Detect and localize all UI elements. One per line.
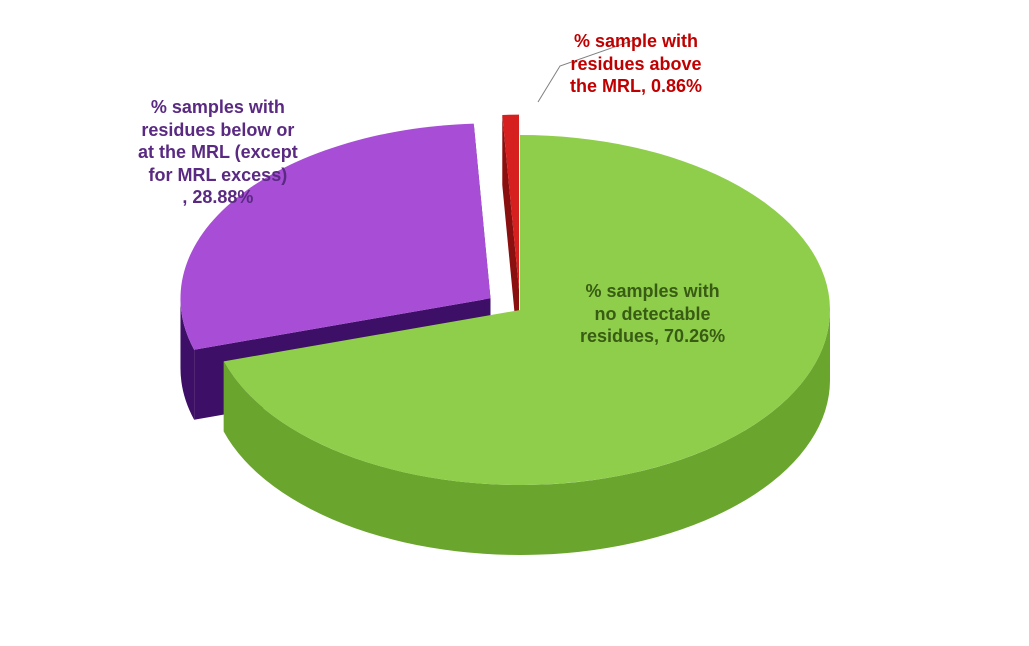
label-below-or-at-mrl: % samples with residues below or at the … <box>138 96 298 209</box>
label-above-mrl: % sample with residues above the MRL, 0.… <box>570 30 702 98</box>
label-no-detectable: % samples with no detectable residues, 7… <box>580 280 725 348</box>
